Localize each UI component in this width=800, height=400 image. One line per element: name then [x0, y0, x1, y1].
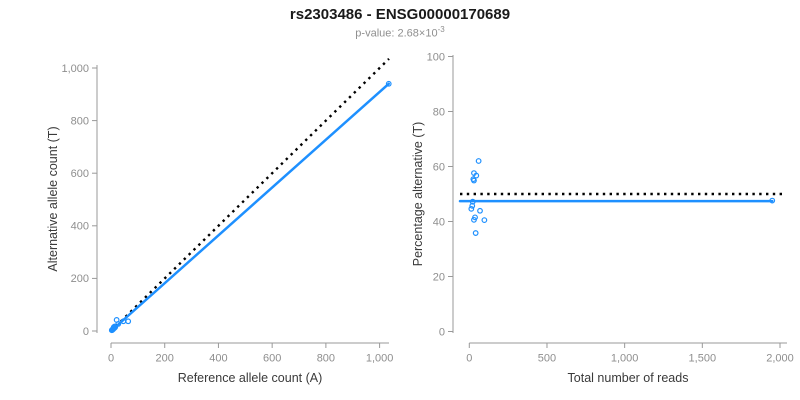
p-value-exponent: -3 [437, 25, 445, 34]
data-point [110, 324, 117, 331]
y-tick-label: 0 [439, 326, 445, 338]
y-axis-title: Percentage alternative (T) [411, 122, 425, 267]
data-point [125, 318, 132, 325]
data-point [471, 177, 477, 184]
data-point [472, 230, 479, 236]
x-tick-label: 500 [538, 353, 556, 365]
y-tick-label: 40 [433, 216, 445, 228]
data-point [468, 205, 475, 212]
data-point [477, 207, 483, 214]
data-point [115, 320, 122, 327]
y-tick-label: 1,000 [61, 63, 89, 75]
p-value-text: p-value: 2.68×10 [355, 27, 438, 40]
data-point [471, 216, 477, 223]
y-tick-label: 100 [427, 51, 445, 63]
data-point [385, 80, 392, 87]
data-point [473, 172, 480, 179]
x-tick-label: 0 [108, 353, 114, 365]
x-tick-label: 1,000 [611, 353, 639, 365]
chart-subtitle: p-value: 2.68×10-3 [0, 25, 800, 40]
x-tick-label: 2,000 [766, 353, 794, 365]
x-tick-label: 200 [156, 353, 174, 365]
reference-dotted-line [110, 57, 390, 332]
data-point [475, 158, 482, 164]
fit-line [109, 82, 390, 333]
x-tick-label: 400 [209, 353, 227, 365]
x-tick-label: 0 [466, 353, 472, 365]
x-tick-label: 1,000 [366, 353, 394, 365]
x-axis-title: Reference allele count (A) [178, 371, 323, 385]
data-point [469, 202, 476, 209]
plot-right: 0 20 40 60 80 100 0 500 1,000 1,500 2,000 Total num… [411, 51, 794, 385]
x-tick-label: 600 [263, 353, 281, 365]
y-tick-label: 80 [433, 106, 445, 118]
y-tick-label: 400 [71, 221, 89, 233]
y-tick-label: 200 [71, 273, 89, 285]
y-tick-label: 600 [71, 168, 89, 180]
plot-left: 0 200 400 600 800 1,000 0 200 400 600 800 1,000 Refe… [46, 57, 394, 385]
y-axis-title: Alternative allele count (T) [46, 126, 60, 271]
x-tick-label: 1,500 [689, 353, 717, 365]
y-tick-label: 20 [433, 271, 445, 283]
y-tick-label: 60 [433, 161, 445, 173]
data-point [481, 217, 488, 224]
data-point [111, 323, 118, 330]
chart-title: rs2303486 - ENSG00000170689 [289, 6, 511, 23]
data-point [769, 197, 776, 204]
x-axis-title: Total number of reads [568, 371, 689, 385]
y-tick-label: 800 [71, 115, 89, 127]
y-tick-label: 0 [83, 326, 89, 338]
x-tick-label: 800 [317, 353, 335, 365]
